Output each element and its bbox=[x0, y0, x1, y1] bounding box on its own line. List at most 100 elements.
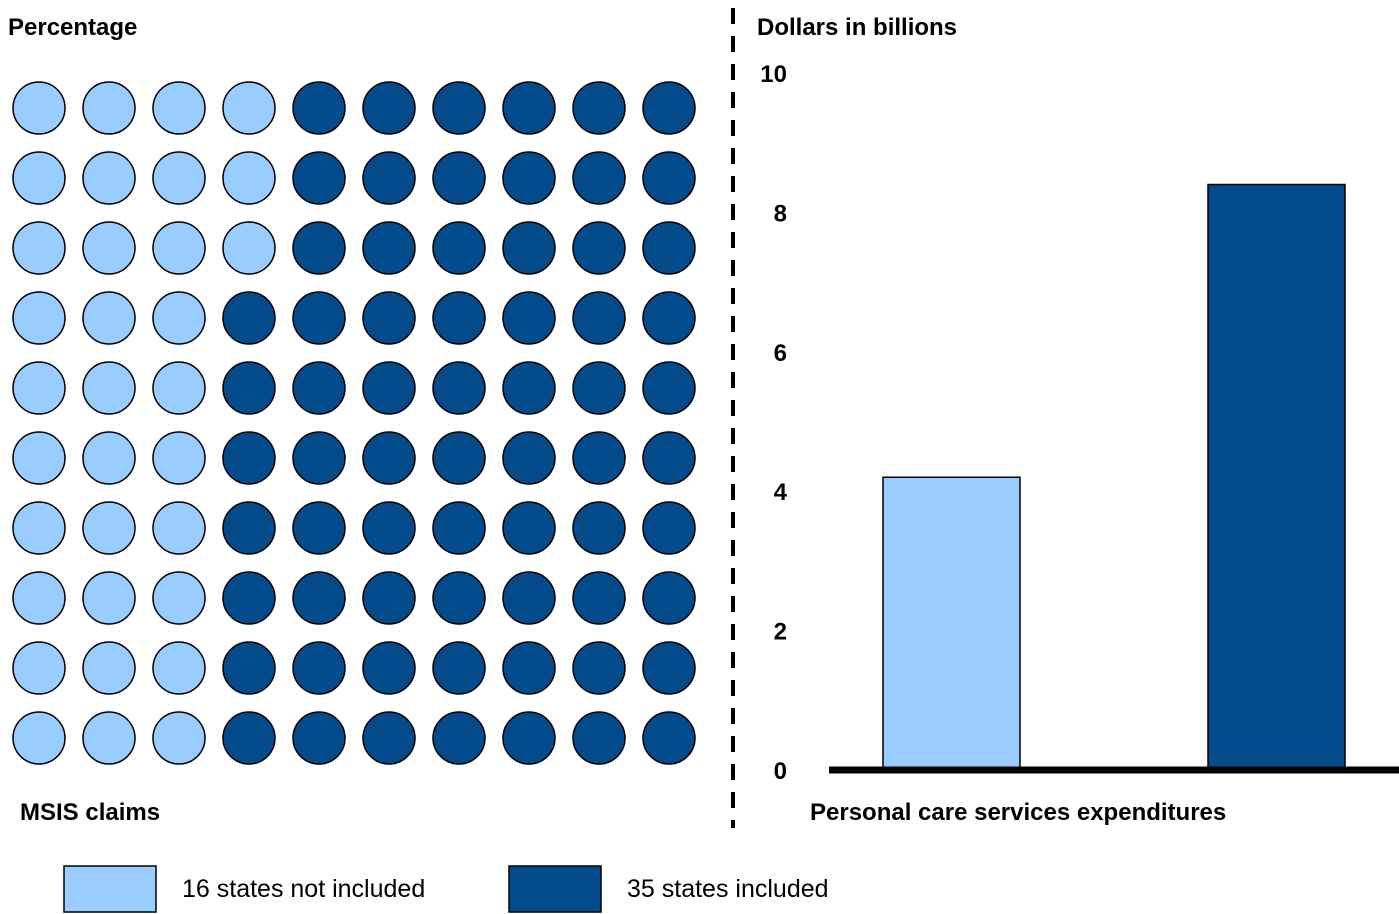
waffle-cell-not-included bbox=[222, 151, 276, 205]
y-tick-label: 0 bbox=[774, 758, 787, 785]
waffle-cell-included bbox=[502, 221, 556, 275]
legend-label-included: 35 states included bbox=[627, 875, 829, 903]
waffle-cell-included bbox=[502, 501, 556, 555]
waffle-cell-not-included bbox=[152, 571, 206, 625]
legend-label-not-included: 16 states not included bbox=[182, 875, 425, 903]
waffle-cell-not-included bbox=[152, 81, 206, 135]
waffle-cell-not-included bbox=[12, 641, 66, 695]
waffle-cell-not-included bbox=[82, 291, 136, 345]
waffle-cell-included bbox=[572, 81, 626, 135]
waffle-cell-included bbox=[292, 711, 346, 765]
waffle-cell-included bbox=[362, 431, 416, 485]
waffle-cell-included bbox=[642, 501, 696, 555]
waffle-cell-included bbox=[642, 641, 696, 695]
waffle-cell-included bbox=[362, 711, 416, 765]
waffle-cell-included bbox=[362, 151, 416, 205]
waffle-cell-included bbox=[222, 571, 276, 625]
waffle-cell-included bbox=[572, 291, 626, 345]
waffle-cell-included bbox=[222, 641, 276, 695]
waffle-cell-not-included bbox=[82, 221, 136, 275]
waffle-cell-included bbox=[222, 361, 276, 415]
waffle-cell-included bbox=[432, 571, 486, 625]
waffle-cell-not-included bbox=[82, 151, 136, 205]
waffle-cell-included bbox=[292, 81, 346, 135]
waffle-cell-included bbox=[292, 501, 346, 555]
waffle-cell-included bbox=[362, 501, 416, 555]
waffle-cell-not-included bbox=[12, 221, 66, 275]
waffle-cell-not-included bbox=[12, 151, 66, 205]
legend: 16 states not included 35 states include… bbox=[63, 865, 829, 913]
waffle-cell-not-included bbox=[82, 361, 136, 415]
waffle-cell-not-included bbox=[82, 431, 136, 485]
bar-marks bbox=[882, 183, 1346, 771]
waffle-cell-included bbox=[362, 361, 416, 415]
waffle-cell-included bbox=[502, 571, 556, 625]
waffle-cell-included bbox=[292, 221, 346, 275]
waffle-cell-included bbox=[572, 151, 626, 205]
waffle-cell-not-included bbox=[12, 291, 66, 345]
waffle-cell-included bbox=[642, 221, 696, 275]
waffle-cell-included bbox=[642, 571, 696, 625]
waffle-cell-not-included bbox=[12, 501, 66, 555]
waffle-cell-included bbox=[222, 711, 276, 765]
waffle-cell-not-included bbox=[82, 81, 136, 135]
y-axis-ticks: 0 2 4 6 8 10 bbox=[760, 61, 787, 785]
waffle-cell-included bbox=[572, 641, 626, 695]
y-tick-label: 6 bbox=[774, 340, 787, 367]
waffle-cell-included bbox=[362, 81, 416, 135]
waffle-cell-included bbox=[292, 571, 346, 625]
waffle-cell-included bbox=[572, 711, 626, 765]
y-tick-label: 8 bbox=[774, 200, 787, 227]
waffle-cell-not-included bbox=[12, 361, 66, 415]
waffle-cell-included bbox=[362, 641, 416, 695]
waffle-cell-included bbox=[292, 361, 346, 415]
bar-xlabel: Personal care services expenditures bbox=[810, 799, 1226, 826]
waffle-cell-included bbox=[572, 221, 626, 275]
legend-swatch-included bbox=[508, 865, 602, 913]
waffle-cell-included bbox=[222, 501, 276, 555]
waffle-cell-included bbox=[572, 431, 626, 485]
waffle-grid bbox=[12, 81, 696, 765]
waffle-cell-not-included bbox=[12, 81, 66, 135]
waffle-cell-included bbox=[502, 361, 556, 415]
y-tick-label: 2 bbox=[774, 619, 787, 646]
waffle-cell-included bbox=[292, 641, 346, 695]
waffle-cell-included bbox=[502, 151, 556, 205]
waffle-cell-included bbox=[502, 291, 556, 345]
waffle-cell-included bbox=[222, 291, 276, 345]
waffle-cell-included bbox=[432, 361, 486, 415]
waffle-cell-included bbox=[572, 361, 626, 415]
waffle-cell-included bbox=[572, 501, 626, 555]
waffle-cell-included bbox=[502, 431, 556, 485]
waffle-cell-not-included bbox=[82, 711, 136, 765]
legend-swatch-not-included bbox=[63, 865, 157, 913]
waffle-cell-not-included bbox=[82, 571, 136, 625]
bar-chart: Dollars in billions 0 2 4 6 8 10 Personal car… bbox=[757, 14, 1399, 826]
waffle-cell-not-included bbox=[222, 221, 276, 275]
waffle-cell-not-included bbox=[12, 571, 66, 625]
waffle-cell-included bbox=[292, 151, 346, 205]
waffle-cell-not-included bbox=[152, 711, 206, 765]
waffle-cell-included bbox=[432, 501, 486, 555]
y-tick-label: 10 bbox=[760, 61, 787, 88]
waffle-cell-included bbox=[642, 711, 696, 765]
waffle-cell-not-included bbox=[152, 221, 206, 275]
waffle-cell-included bbox=[642, 291, 696, 345]
waffle-cell-not-included bbox=[152, 501, 206, 555]
waffle-cell-included bbox=[432, 151, 486, 205]
waffle-cell-not-included bbox=[222, 81, 276, 135]
waffle-cell-not-included bbox=[152, 151, 206, 205]
waffle-cell-included bbox=[642, 431, 696, 485]
bar-included bbox=[1207, 183, 1346, 771]
y-tick-label: 4 bbox=[774, 479, 788, 506]
waffle-cell-included bbox=[292, 291, 346, 345]
waffle-cell-not-included bbox=[12, 431, 66, 485]
waffle-chart: Percentage MSIS claims bbox=[8, 14, 696, 826]
waffle-cell-included bbox=[432, 711, 486, 765]
bar-not-included bbox=[882, 476, 1021, 771]
waffle-cell-not-included bbox=[152, 291, 206, 345]
waffle-cell-included bbox=[362, 571, 416, 625]
waffle-cell-included bbox=[502, 641, 556, 695]
waffle-xlabel: MSIS claims bbox=[20, 799, 160, 826]
